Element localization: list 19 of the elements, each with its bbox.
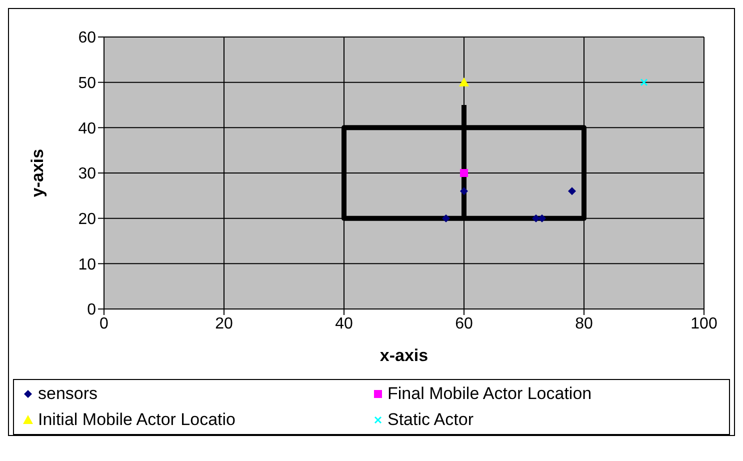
x-tick-label: 80 [575, 315, 593, 332]
legend-label: Initial Mobile Actor Locatio [38, 410, 236, 430]
y-tick-label: 50 [78, 75, 96, 92]
x-tick-label: 40 [335, 315, 353, 332]
x-tick-label: 0 [100, 315, 109, 332]
y-tick-label: 10 [78, 256, 96, 274]
legend-label: Static Actor [388, 410, 474, 430]
y-axis-title: y-axis [28, 148, 48, 198]
y-tick-label: 40 [78, 120, 96, 138]
x-tick-label: 100 [690, 315, 718, 332]
x-tick-label: 60 [455, 315, 473, 332]
y-tick-label: 20 [78, 211, 96, 228]
y-tick-label: 0 [87, 302, 96, 319]
x-axis-title: x-axis [380, 346, 428, 365]
y-tick-label: 30 [78, 166, 96, 183]
legend-label: Final Mobile Actor Location [388, 384, 592, 404]
legend-label: sensors [38, 384, 98, 404]
y-tick-label: 60 [78, 30, 96, 47]
x-tick-label: 20 [215, 315, 233, 332]
